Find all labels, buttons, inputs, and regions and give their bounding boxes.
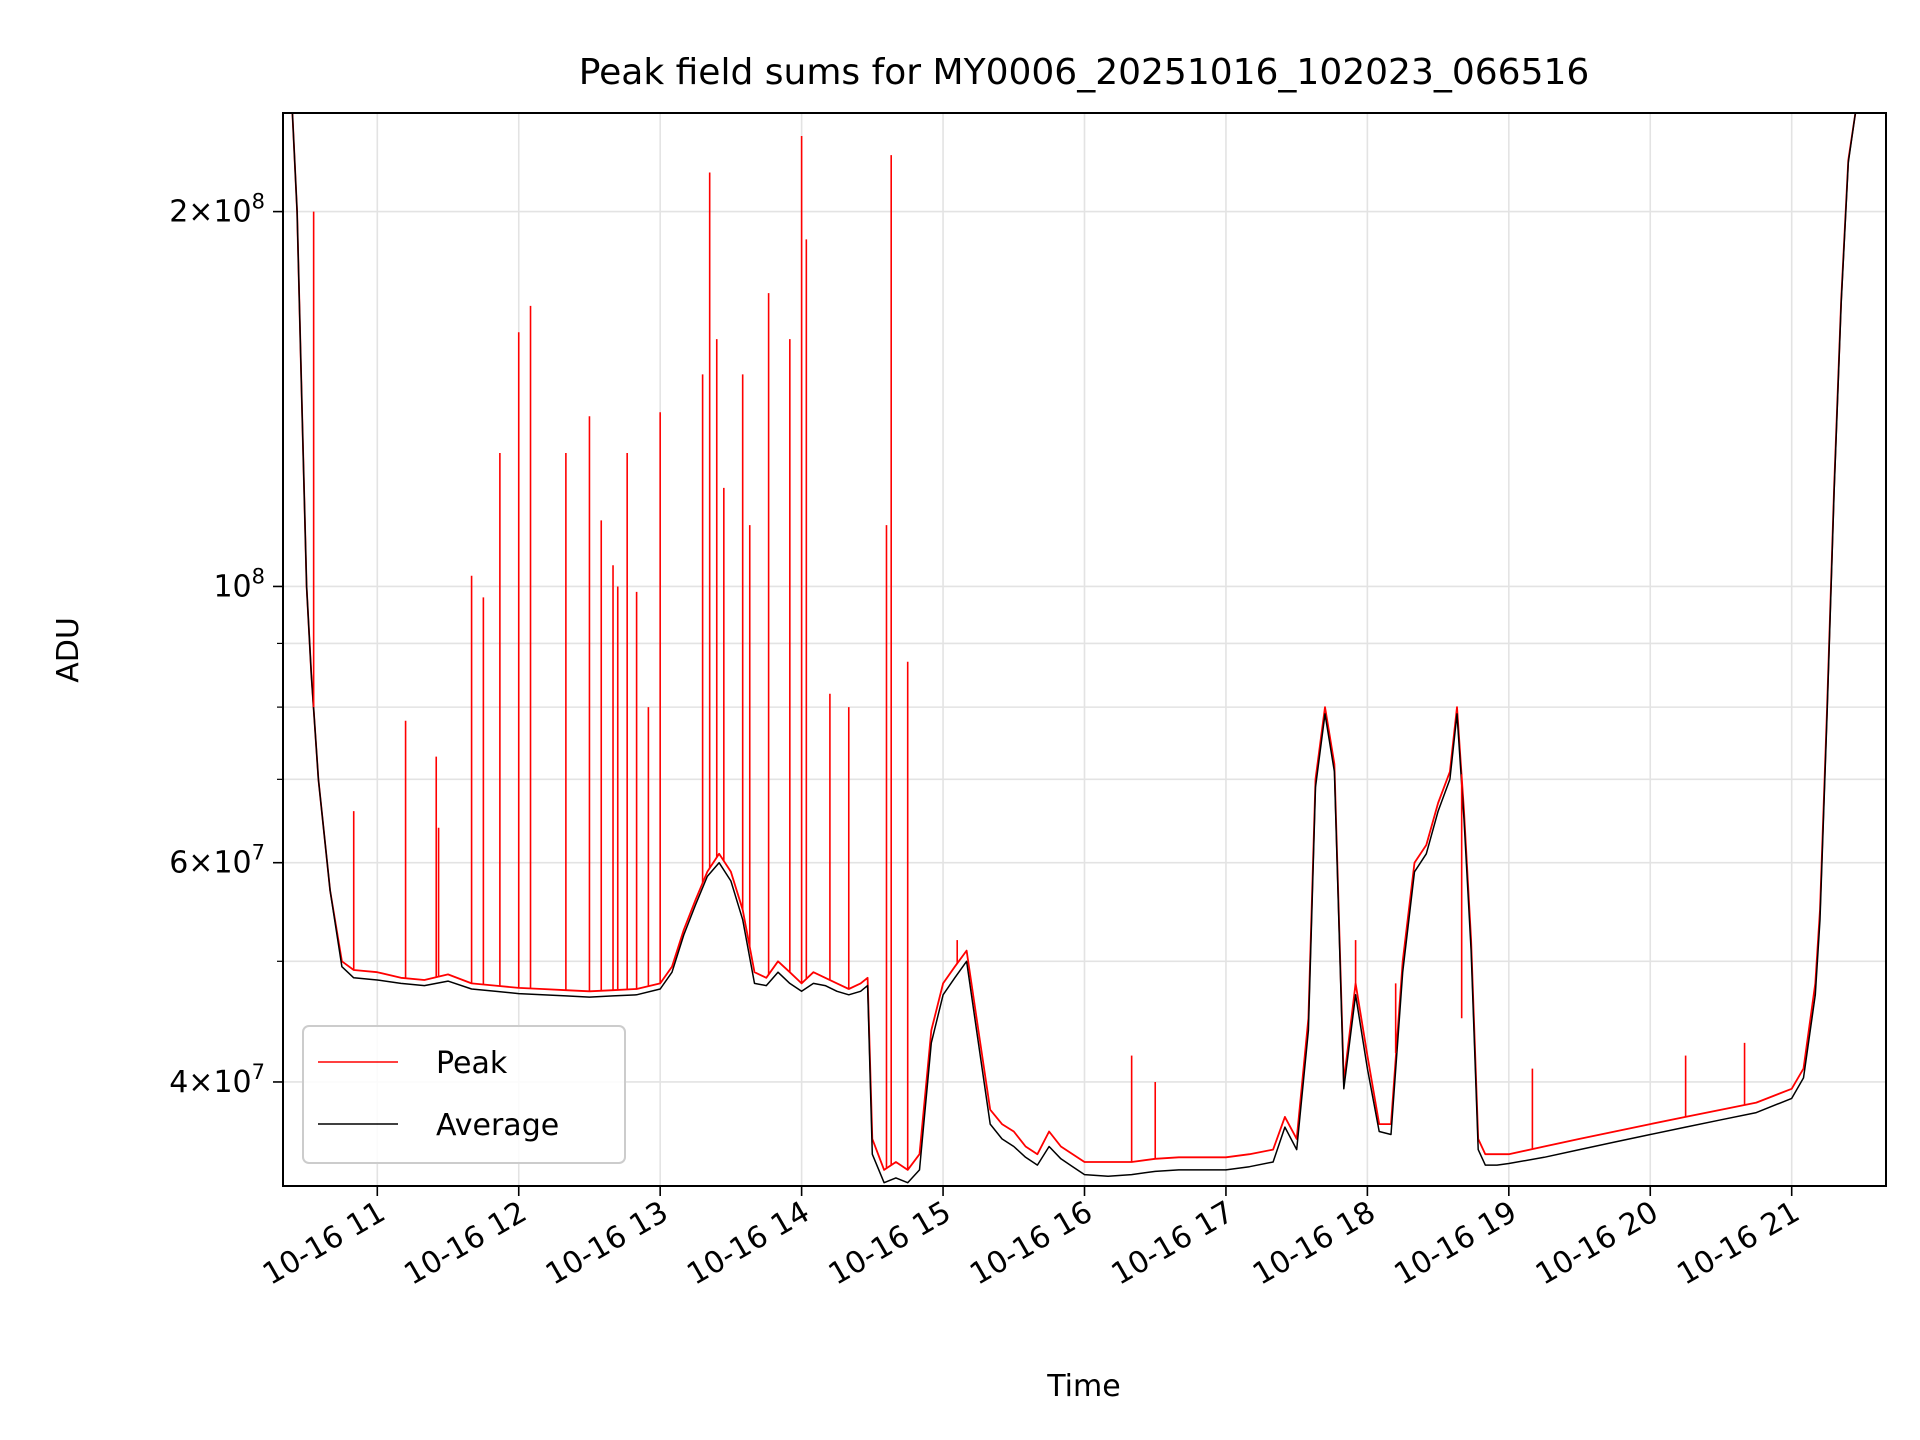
- legend: Peak Average: [302, 1025, 626, 1164]
- series-layer: [291, 113, 1863, 1184]
- x-axis-label: Time: [1046, 1369, 1120, 1404]
- chart-title: Peak field sums for MY0006_20251016_1020…: [579, 52, 1590, 93]
- y-tick-label: 108: [213, 564, 265, 604]
- y-tick-label: 6×107: [169, 841, 265, 881]
- y-tick-label: 4×107: [169, 1060, 265, 1100]
- y-axis-label: ADU: [51, 617, 86, 683]
- series-line-average: [291, 113, 1863, 1184]
- legend-average-label: Average: [436, 1108, 559, 1143]
- series-group: [291, 113, 1863, 1184]
- legend-peak-label: Peak: [436, 1046, 508, 1081]
- legend-box: [302, 1025, 626, 1164]
- y-tick-label: 2×108: [169, 190, 265, 230]
- series-line-peak: [291, 113, 1863, 1171]
- grid-lines: [283, 113, 1886, 1186]
